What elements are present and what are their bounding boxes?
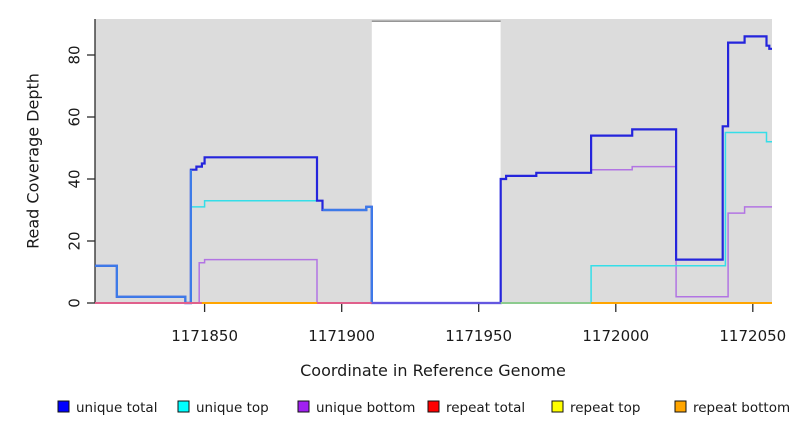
legend-label-unique-bottom: unique bottom	[316, 400, 415, 416]
legend-label-unique-top: unique top	[196, 400, 269, 416]
legend-swatch-unique-top	[177, 400, 190, 413]
x-tick-label: 1171850	[171, 327, 238, 345]
x-tick-label: 1171900	[308, 327, 375, 345]
legend-label-repeat-top: repeat top	[570, 400, 640, 416]
y-tick-label: 20	[65, 231, 83, 250]
legend-label-repeat-total: repeat total	[446, 400, 525, 416]
legend-swatch-unique-total	[57, 400, 70, 413]
legend-swatch-repeat-top	[551, 400, 564, 413]
legend-swatch-repeat-bottom	[674, 400, 687, 413]
overlay-blend-blue-cyan-mid	[322, 205, 373, 303]
legend-label-unique-total: unique total	[76, 400, 157, 416]
x-tick-label: 1172000	[582, 327, 649, 345]
y-axis-title: Read Coverage Depth	[24, 73, 43, 249]
y-tick-label: 0	[65, 298, 83, 308]
legend-swatch-unique-bottom	[297, 400, 310, 413]
chart-generated-layer: 0 20 40 60 80 1171850 1171900 1171950 1172000 117…	[57, 19, 790, 416]
x-tick-label: 1171950	[445, 327, 512, 345]
coverage-gap-region	[371, 22, 501, 303]
y-tick-label: 60	[65, 107, 83, 126]
x-axis-title: Coordinate in Reference Genome	[300, 361, 566, 380]
y-tick-label: 80	[65, 45, 83, 64]
series-line-unique-total	[95, 35, 772, 305]
legend-label-repeat-bottom: repeat bottom	[693, 400, 790, 416]
legend-swatch-repeat-total	[427, 400, 440, 413]
x-tick-label: 1172050	[719, 327, 786, 345]
y-tick-label: 40	[65, 169, 83, 188]
